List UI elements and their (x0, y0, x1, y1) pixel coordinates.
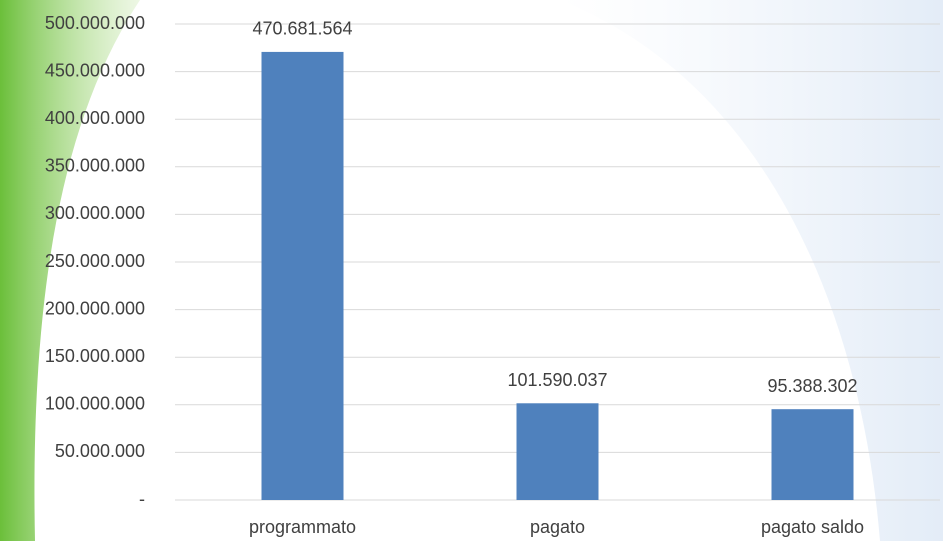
y-tick-label: 400.000.000 (45, 108, 145, 128)
bar (772, 409, 854, 500)
y-tick-label: 350.000.000 (45, 156, 145, 176)
chart: - 50.000.000 100.000.000 150.000.000 200.000… (0, 0, 943, 541)
y-tick-label: 300.000.000 (45, 203, 145, 223)
y-tick-label: 150.000.000 (45, 346, 145, 366)
value-label: 95.388.302 (767, 376, 857, 396)
y-tick-label: 50.000.000 (55, 441, 145, 461)
background-swoosh (560, 0, 943, 541)
x-tick-label: pagato saldo (761, 517, 864, 537)
y-tick-label: 100.000.000 (45, 394, 145, 414)
bar (262, 52, 344, 500)
x-tick-label: pagato (530, 517, 585, 537)
bar (517, 403, 599, 500)
value-label: 470.681.564 (252, 19, 352, 39)
y-tick-label: 500.000.000 (45, 13, 145, 33)
y-tick-label: - (139, 489, 145, 509)
y-tick-label: 200.000.000 (45, 298, 145, 318)
value-label: 101.590.037 (507, 370, 607, 390)
y-tick-label: 250.000.000 (45, 251, 145, 271)
x-tick-label: programmato (249, 517, 356, 537)
y-tick-label: 450.000.000 (45, 60, 145, 80)
